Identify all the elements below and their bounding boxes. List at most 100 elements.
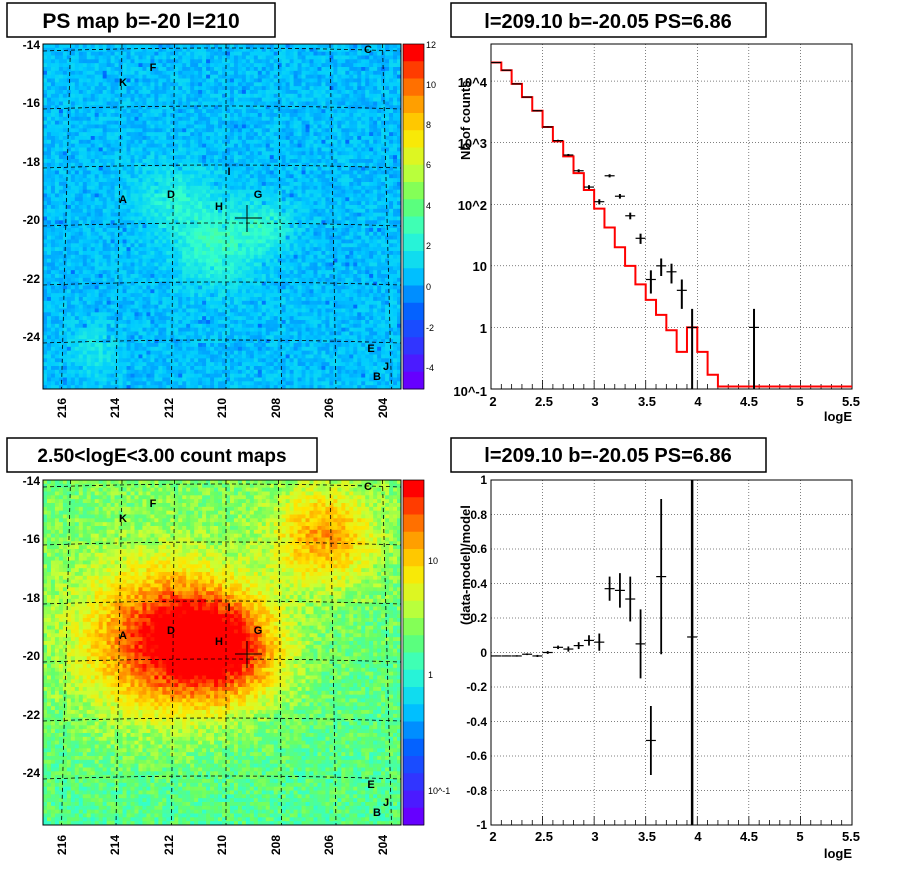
heatmap-cell [365,190,369,194]
heatmap-cell [369,174,373,178]
heatmap-cell [71,159,75,163]
heatmap-cell [174,167,178,171]
heatmap-cell [210,121,214,125]
heatmap-cell [115,71,119,75]
heatmap-cell [317,148,321,152]
heatmap-cell [59,102,63,106]
heatmap-cell [115,174,119,178]
heatmap-cell [266,102,270,106]
heatmap-cell [142,205,146,209]
heatmap-cell [341,190,345,194]
heatmap-cell [91,128,95,132]
heatmap-cell [131,128,135,132]
heatmap-cell [258,209,262,213]
heatmap-cell [306,167,310,171]
heatmap-cell [393,82,397,86]
heatmap-cell [127,144,131,148]
heatmap-cell [337,79,341,83]
heatmap-cell [150,117,154,121]
heatmap-cell [218,113,222,117]
heatmap-cell [337,63,341,67]
heatmap-cell [290,56,294,60]
heatmap-cell [298,163,302,167]
heatmap-cell [361,125,365,129]
heatmap-cell [202,56,206,60]
heatmap-cell [95,171,99,175]
heatmap-cell [87,75,91,79]
heatmap-cell [190,90,194,94]
heatmap-cell [377,56,381,60]
heatmap-cell [333,171,337,175]
heatmap-cell [317,75,321,79]
heatmap-cell [385,205,389,209]
heatmap-cell [95,159,99,163]
heatmap-cell [198,159,202,163]
heatmap-cell [306,56,310,60]
heatmap-cell [138,94,142,98]
heatmap-cell [389,209,393,213]
heatmap-cell [302,90,306,94]
heatmap-cell [274,190,278,194]
heatmap-cell [190,148,194,152]
heatmap-cell [325,167,329,171]
heatmap-cell [91,59,95,63]
heatmap-cell [103,205,107,209]
heatmap-cell [162,213,166,217]
heatmap-cell [174,171,178,175]
heatmap-cell [310,163,314,167]
heatmap-cell [186,63,190,67]
heatmap-cell [389,125,393,129]
heatmap-cell [59,140,63,144]
heatmap-cell [186,102,190,106]
heatmap-cell [365,151,369,155]
heatmap-cell [333,209,337,213]
heatmap-cell [83,56,87,60]
heatmap-cell [91,144,95,148]
heatmap-cell [202,67,206,71]
heatmap-cell [115,94,119,98]
heatmap-cell [246,90,250,94]
heatmap-cell [210,117,214,121]
heatmap-cell [306,71,310,75]
heatmap-cell [226,94,230,98]
heatmap-cell [377,75,381,79]
heatmap-cell [329,90,333,94]
heatmap-cell [127,163,131,167]
heatmap-cell [298,75,302,79]
heatmap-cell [206,140,210,144]
heatmap-cell [170,209,174,213]
heatmap-cell [210,44,214,48]
heatmap-cell [138,75,142,79]
heatmap-cell [313,90,317,94]
heatmap-cell [389,151,393,155]
heatmap-cell [131,67,135,71]
heatmap-cell [365,90,369,94]
heatmap-cell [250,56,254,60]
heatmap-cell [357,75,361,79]
heatmap-cell [99,94,103,98]
heatmap-cell [238,90,242,94]
heatmap-cell [329,178,333,182]
heatmap-cell [337,102,341,106]
heatmap-cell [103,82,107,86]
heatmap-cell [262,44,266,48]
heatmap-cell [146,113,150,117]
heatmap-cell [131,155,135,159]
heatmap-cell [310,201,314,205]
heatmap-cell [298,52,302,56]
heatmap-cell [87,132,91,136]
heatmap-cell [286,197,290,201]
heatmap-cell [119,171,123,175]
heatmap-cell [357,167,361,171]
heatmap-cell [63,113,67,117]
heatmap-cell [127,56,131,60]
heatmap-cell [282,98,286,102]
heatmap-cell [158,52,162,56]
heatmap-cell [282,132,286,136]
heatmap-cell [230,44,234,48]
heatmap-cell [138,213,142,217]
heatmap-cell [321,128,325,132]
heatmap-cell [234,86,238,90]
heatmap-cell [365,82,369,86]
heatmap-cell [250,86,254,90]
